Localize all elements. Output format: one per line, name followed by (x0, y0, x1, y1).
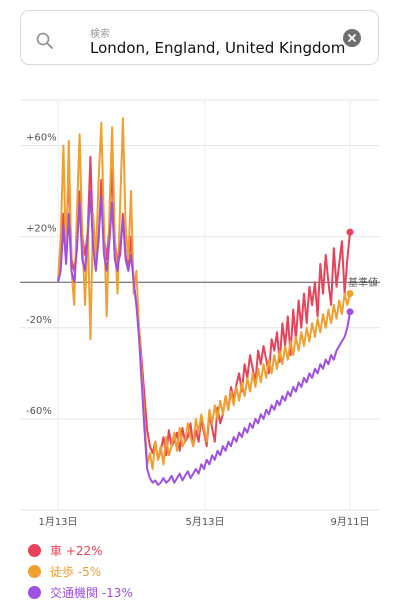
search-placeholder: 検索 (90, 29, 110, 40)
legend-label-car: 車 +22% (50, 544, 103, 558)
chart-ticks: +60% +20% -20% -60% 1月13日 5月13日 9月11日 基準値 (26, 133, 378, 528)
mobility-chart: +60% +20% -20% -60% 1月13日 5月13日 9月11日 基準値 (20, 99, 380, 528)
x-tick-label: 9月11日 (330, 516, 369, 528)
series-end-point-walking (346, 290, 354, 298)
legend-dot-walking (28, 565, 41, 578)
legend-label-transit: 交通機関 -13% (50, 586, 133, 600)
series-end-point-car (346, 228, 354, 236)
legend-dot-car (28, 544, 41, 557)
search-input[interactable]: London, England, United Kingdom (90, 39, 346, 57)
legend-label-walking: 徒歩 -5% (50, 565, 102, 579)
y-tick-label: -60% (26, 406, 52, 417)
y-tick-label: -20% (26, 315, 52, 326)
x-tick-label: 5月13日 (185, 516, 224, 528)
chart-series (57, 117, 354, 486)
baseline-label: 基準値 (348, 276, 378, 289)
search-field[interactable]: 検索 London, England, United Kingdom (20, 10, 379, 65)
legend-dot-transit (28, 586, 41, 599)
series-line-transit (57, 190, 351, 486)
y-tick-label: +60% (26, 133, 57, 144)
x-tick-label: 1月13日 (38, 516, 77, 528)
close-icon (348, 34, 356, 42)
search-icon (36, 32, 53, 49)
clear-button[interactable] (343, 29, 361, 47)
series-end-point-transit (346, 308, 354, 316)
y-tick-label: +20% (26, 224, 57, 235)
series-line-walking (57, 117, 351, 470)
